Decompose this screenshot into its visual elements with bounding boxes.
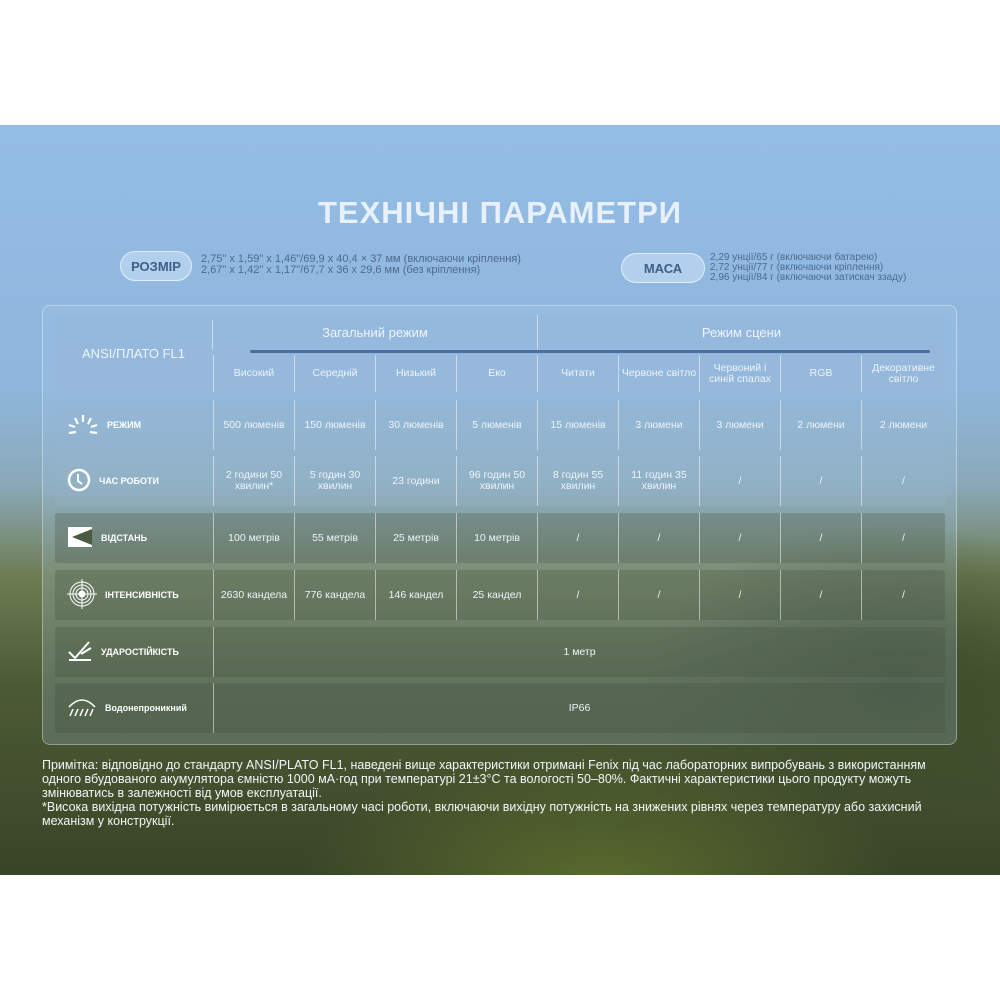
table-header: ANSI/ПЛАТО FL1 Загальний режим Режим сцени… [55, 315, 945, 392]
table-cell: 3 люмени [618, 400, 699, 450]
size-specs: 2,75" x 1,59" x 1,46"/69,9 x 40,4 × 37 м… [201, 254, 521, 276]
column-header: Декоративне світло [861, 355, 945, 392]
table-cell-span: IP66 [213, 683, 945, 733]
table-cell: 11 годин 35 хвилин [618, 456, 699, 506]
table-cell: 776 кандела [294, 570, 375, 620]
table-cell: / [699, 456, 780, 506]
size-line: 2,67" x 1,42" x 1,17"/67,7 x 36 x 29,6 м… [201, 264, 481, 276]
table-row: РЕЖИМ 500 люменів 150 люменів 30 люменів 5 л… [55, 400, 945, 450]
target-icon [67, 579, 97, 611]
table-cell: 10 метрів [456, 513, 537, 563]
table-cell: 146 кандел [375, 570, 456, 620]
column-header: Середній [294, 355, 375, 392]
row-label: РЕЖИМ [55, 400, 212, 450]
table-cell: / [537, 513, 618, 563]
column-header: Червоне світло [618, 355, 699, 392]
column-header: RGB [780, 355, 861, 392]
column-header: Червоний і синій спалах [699, 355, 780, 392]
mass-line: 2,96 унції/84 г (включаючи затискач ззад… [710, 272, 907, 283]
table-cell: / [780, 570, 861, 620]
table-cell: 96 годин 50 хвилин [456, 456, 537, 506]
column-header: Читати [537, 355, 618, 392]
column-group-header: Загальний режим [322, 325, 428, 340]
impact-icon [67, 640, 93, 664]
row-label-text: РЕЖИМ [107, 420, 142, 430]
column-header: Низький [375, 355, 456, 392]
table-cell: 23 години [375, 456, 456, 506]
row-label-text: УДАРОСТІЙКІСТЬ [101, 647, 179, 657]
water-icon [67, 697, 97, 719]
table-row: ЧАС РОБОТИ 2 години 50 хвилин* 5 годин 30 … [55, 456, 945, 506]
distance-icon [67, 526, 93, 550]
table-cell: 25 метрів [375, 513, 456, 563]
footnote-asterisk: *Висока вихідна потужність вимірюється в… [42, 800, 922, 828]
footnote: Примітка: відповідно до стандарту ANSI/P… [42, 758, 962, 828]
table-cell: 2 люмени [861, 400, 945, 450]
row-label-text: ЧАС РОБОТИ [99, 476, 159, 486]
mass-specs: 2,29 унції/65 г (включаючи батарею) 2,72… [710, 253, 906, 283]
table-cell: / [699, 513, 780, 563]
row-label: ІНТЕНСИВНІСТЬ [55, 570, 212, 620]
table-cell: 100 метрів [213, 513, 294, 563]
row-label-text: ІНТЕНСИВНІСТЬ [105, 590, 179, 600]
column-header: Високий [213, 355, 294, 392]
table-cell: 55 метрів [294, 513, 375, 563]
table-cell: 8 годин 55 хвилин [537, 456, 618, 506]
row-label: ВІДСТАНЬ [55, 513, 212, 563]
table-cell: 25 кандел [456, 570, 537, 620]
table-row: Водонепроникний IP66 [55, 683, 945, 733]
table-row: ВІДСТАНЬ 100 метрів 55 метрів 25 метрів 10 м… [55, 513, 945, 563]
mass-line: 2,72 унції/77 г (включаючи кріплення) [710, 262, 884, 273]
table-cell-span: 1 метр [213, 627, 945, 677]
size-line: 2,75" x 1,59" x 1,46"/69,9 x 40,4 × 37 м… [201, 253, 521, 265]
table-cell: / [861, 570, 945, 620]
spec-table-panel [42, 305, 957, 745]
table-cell: / [537, 570, 618, 620]
row-label: Водонепроникний [55, 683, 212, 733]
table-corner-label: ANSI/ПЛАТО FL1 [82, 346, 185, 361]
table-cell: 30 люменів [375, 400, 456, 450]
table-cell: 150 люменів [294, 400, 375, 450]
table-row: УДАРОСТІЙКІСТЬ 1 метр [55, 627, 945, 677]
table-cell: 3 люмени [699, 400, 780, 450]
sun-rays-icon [67, 413, 99, 437]
table-cell: / [780, 513, 861, 563]
table-cell: 5 годин 30 хвилин [294, 456, 375, 506]
table-cell: 500 люменів [213, 400, 294, 450]
table-cell: / [699, 570, 780, 620]
column-group-header: Режим сцени [537, 315, 945, 350]
page-title: ТЕХНІЧНІ ПАРАМЕТРИ [317, 195, 683, 230]
table-cell: 15 люменів [537, 400, 618, 450]
column-header: Еко [456, 355, 537, 392]
table-cell: / [861, 456, 945, 506]
table-cell: 5 люменів [456, 400, 537, 450]
table-cell: / [618, 513, 699, 563]
row-label-text: Водонепроникний [105, 703, 187, 713]
table-cell: / [618, 570, 699, 620]
row-label-text: ВІДСТАНЬ [101, 533, 148, 543]
background-image [0, 125, 1000, 875]
table-cell: 2 години 50 хвилин* [213, 456, 294, 506]
size-badge: РОЗМІР [120, 251, 192, 281]
table-cell: / [780, 456, 861, 506]
table-cell: 2630 кандела [213, 570, 294, 620]
table-cell: 2 люмени [780, 400, 861, 450]
table-cell: / [861, 513, 945, 563]
table-row: ІНТЕНСИВНІСТЬ 2630 кандела 776 кандела 146 … [55, 570, 945, 620]
footnote-text: Примітка: відповідно до стандарту ANSI/P… [42, 758, 926, 800]
row-label: УДАРОСТІЙКІСТЬ [55, 627, 212, 677]
header-divider [250, 350, 930, 353]
row-label: ЧАС РОБОТИ [55, 456, 212, 506]
clock-icon [67, 468, 91, 494]
mass-badge: МАСА [621, 253, 705, 283]
mass-line: 2,29 унції/65 г (включаючи батарею) [710, 252, 878, 263]
